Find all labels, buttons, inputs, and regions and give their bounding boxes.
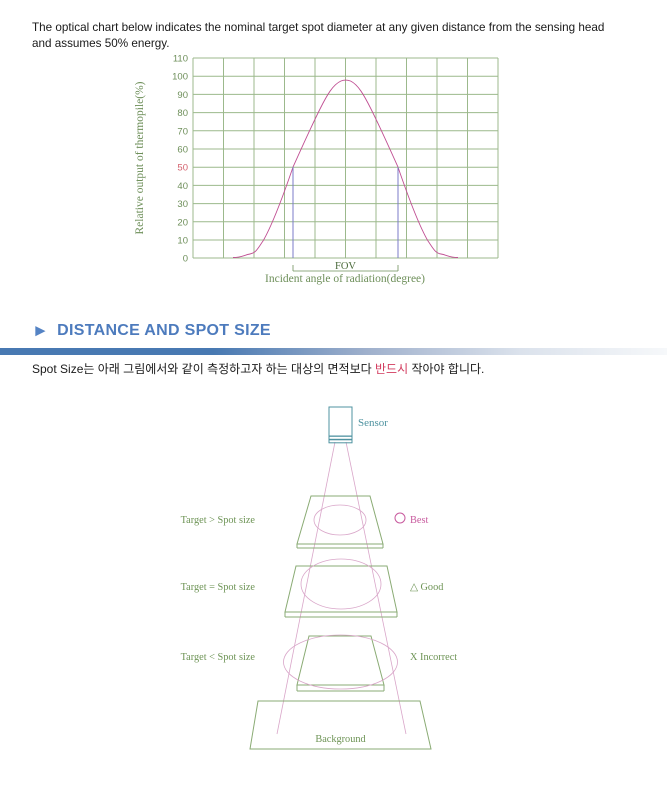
svg-text:FOV: FOV (335, 261, 356, 272)
svg-text:Background: Background (315, 734, 366, 745)
svg-text:Target < Spot size: Target < Spot size (181, 652, 256, 663)
svg-text:110: 110 (173, 55, 188, 65)
svg-text:0: 0 (183, 254, 188, 265)
svg-text:60: 60 (177, 145, 188, 156)
svg-text:Target = Spot size: Target = Spot size (181, 582, 256, 593)
svg-text:Sensor: Sensor (358, 417, 388, 429)
svg-text:△ Good: △ Good (410, 582, 444, 593)
svg-text:100: 100 (172, 72, 188, 83)
svg-text:Relative output of thermopile(: Relative output of thermopile(%) (134, 81, 146, 234)
svg-text:30: 30 (177, 199, 188, 210)
svg-text:90: 90 (177, 90, 188, 101)
svg-text:Incident angle of radiation(de: Incident angle of radiation(degree) (265, 273, 425, 285)
svg-text:80: 80 (177, 108, 188, 119)
svg-text:Target > Spot size: Target > Spot size (181, 515, 256, 526)
svg-text:X Incorrect: X Incorrect (410, 652, 457, 663)
svg-text:20: 20 (177, 217, 188, 228)
svg-text:Best: Best (410, 515, 428, 526)
svg-text:70: 70 (177, 126, 188, 137)
svg-text:40: 40 (177, 181, 188, 192)
svg-text:50: 50 (177, 163, 188, 174)
svg-text:10: 10 (177, 236, 188, 247)
